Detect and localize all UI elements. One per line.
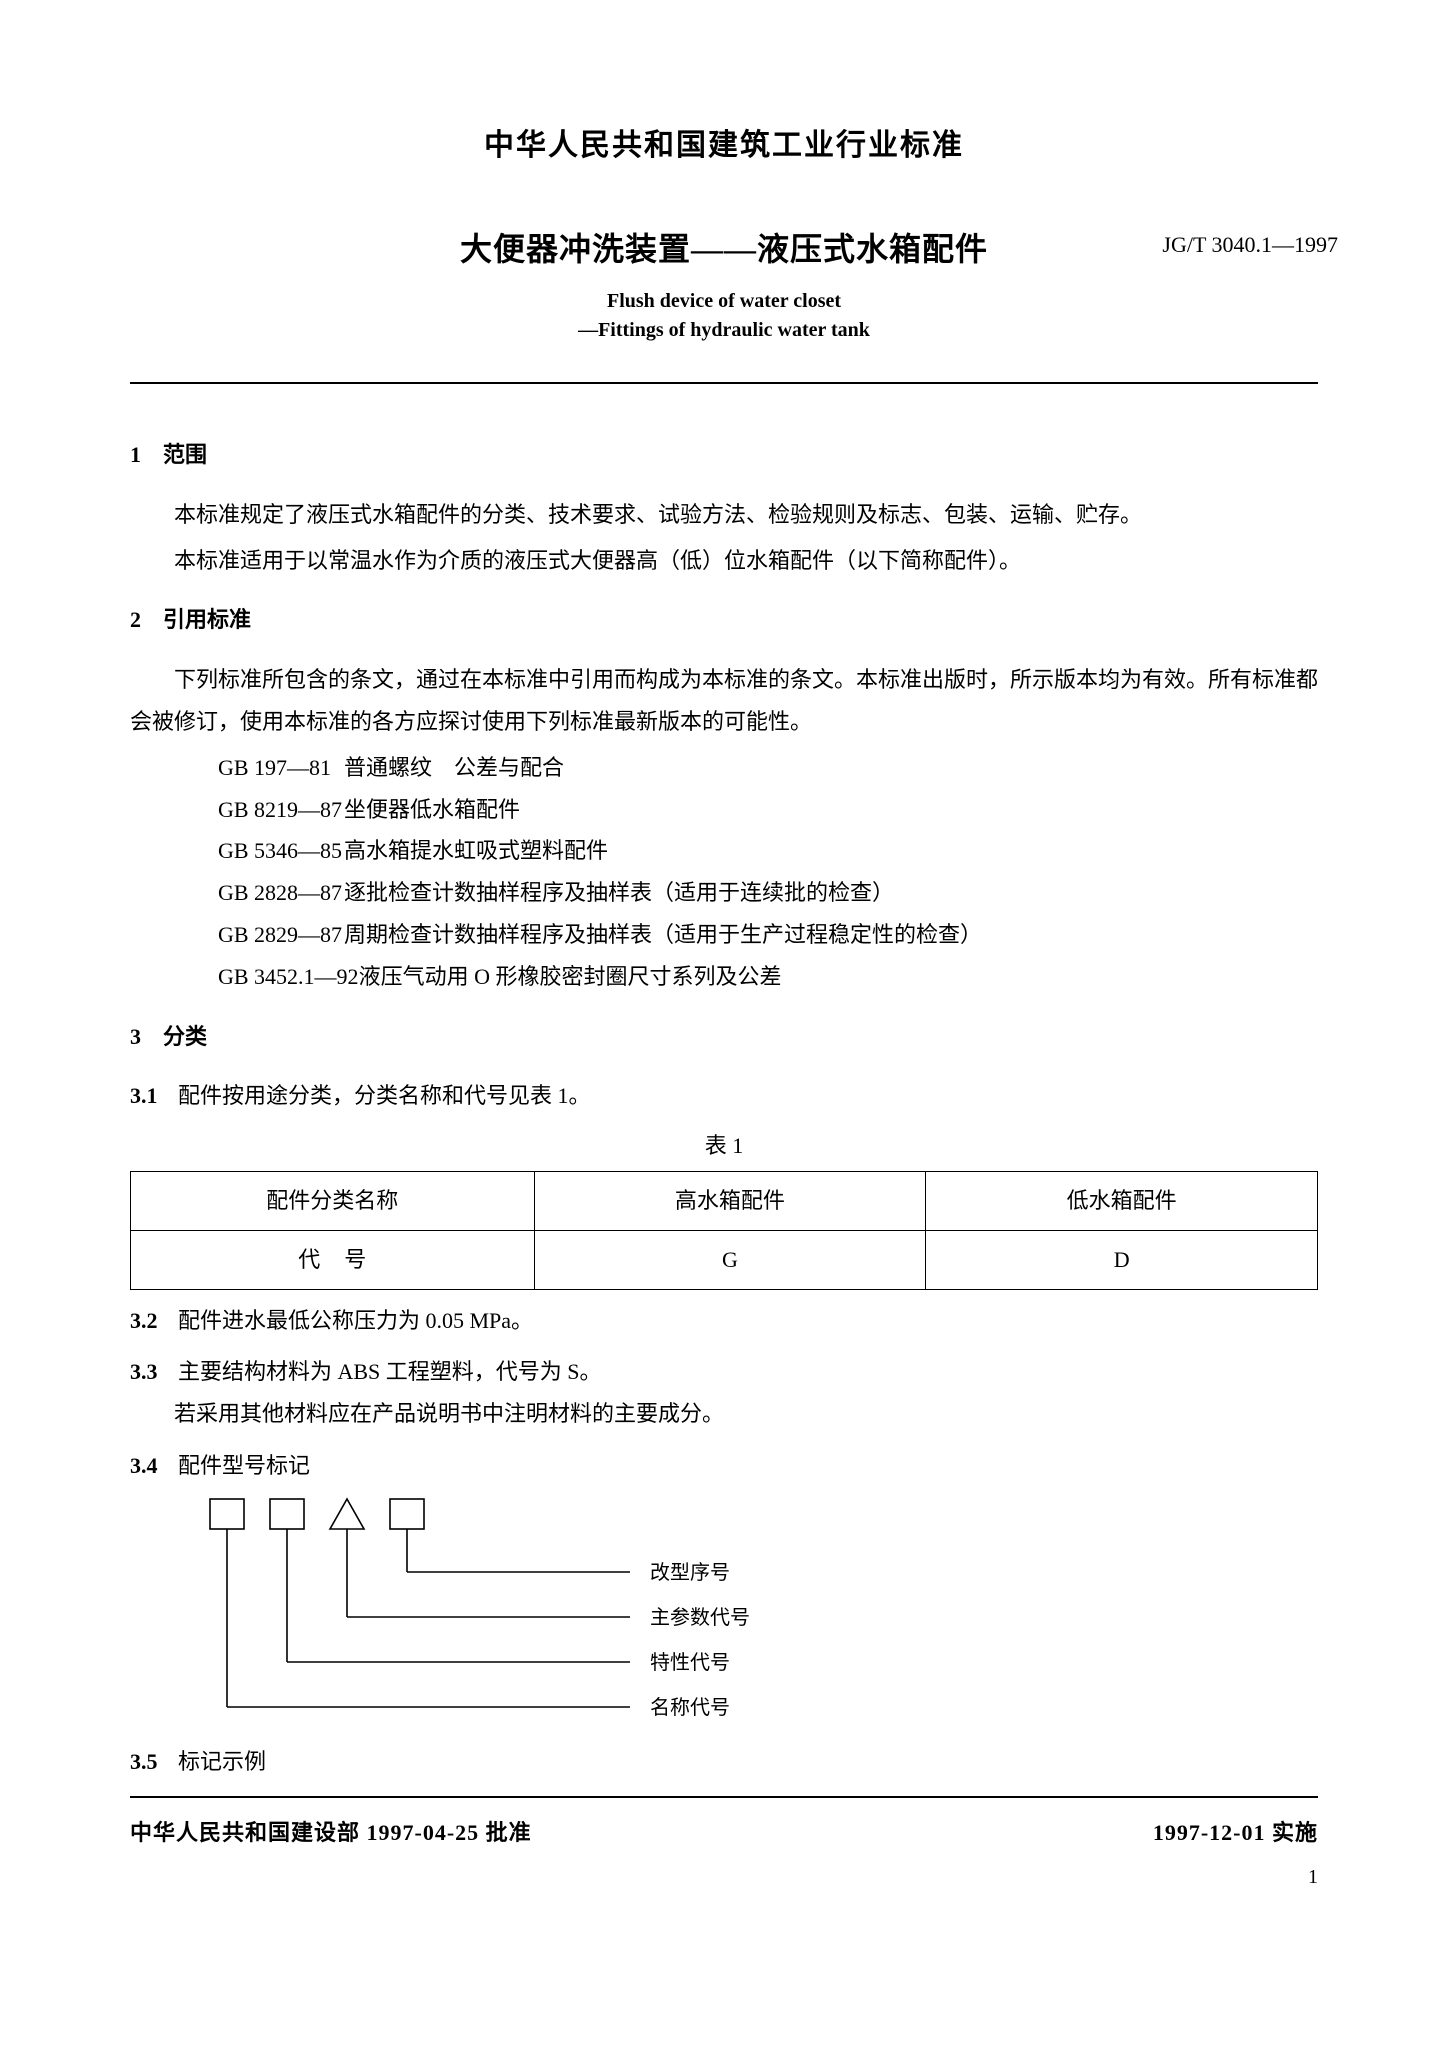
footer-right: 1997-12-01 实施 [1153, 1812, 1318, 1854]
svg-text:改型序号: 改型序号 [650, 1561, 730, 1584]
footer-divider [130, 1796, 1318, 1798]
svg-text:特性代号: 特性代号 [650, 1651, 730, 1674]
doc-title-en-2: —Fittings of hydraulic water tank [130, 319, 1318, 342]
table-1-caption: 表 1 [130, 1125, 1318, 1167]
content-body: 1 范围 本标准规定了液压式水箱配件的分类、技术要求、试验方法、检验规则及标志、… [130, 434, 1318, 1896]
doc-title-cn: 大便器冲洗装置——液压式水箱配件 [460, 224, 988, 270]
section-3-heading: 3 分类 [130, 1016, 1318, 1058]
model-code-diagram: 改型序号主参数代号特性代号名称代号 [200, 1497, 1318, 1731]
t1-r2c3: D [926, 1230, 1318, 1289]
section-2-heading: 2 引用标准 [130, 599, 1318, 641]
ref-3: GB 2828—87逐批检查计数抽样程序及抽样表（适用于连续批的检查） [130, 872, 1318, 914]
footer-left: 中华人民共和国建设部 1997-04-25 批准 [130, 1812, 532, 1854]
doc-title-en-1: Flush device of water closet [130, 290, 1318, 313]
t1-r1c1: 配件分类名称 [131, 1171, 535, 1230]
ref-5: GB 3452.1—92液压气动用 O 形橡胶密封圈尺寸系列及公差 [130, 956, 1318, 998]
section-3-3: 3.3主要结构材料为 ABS 工程塑料，代号为 S。 [130, 1351, 1318, 1393]
section-1-p1: 本标准规定了液压式水箱配件的分类、技术要求、试验方法、检验规则及标志、包装、运输… [130, 494, 1318, 536]
svg-text:主参数代号: 主参数代号 [650, 1606, 750, 1629]
table-1: 配件分类名称 高水箱配件 低水箱配件 代号 G D [130, 1171, 1318, 1290]
doc-code: JG/T 3040.1—1997 [1162, 232, 1338, 258]
t1-r1c2: 高水箱配件 [534, 1171, 926, 1230]
section-3-2: 3.2配件进水最低公称压力为 0.05 MPa。 [130, 1300, 1318, 1342]
ref-2: GB 5346—85高水箱提水虹吸式塑料配件 [130, 830, 1318, 872]
t1-r2c2: G [534, 1230, 926, 1289]
section-3-1: 3.1配件按用途分类，分类名称和代号见表 1。 [130, 1075, 1318, 1117]
divider [130, 382, 1318, 384]
page-number: 1 [130, 1858, 1318, 1896]
org-title: 中华人民共和国建筑工业行业标准 [130, 120, 1318, 164]
ref-1: GB 8219—87坐便器低水箱配件 [130, 789, 1318, 831]
section-3-4: 3.4配件型号标记 [130, 1445, 1318, 1487]
section-1-heading: 1 范围 [130, 434, 1318, 476]
ref-4: GB 2829—87周期检查计数抽样程序及抽样表（适用于生产过程稳定性的检查） [130, 914, 1318, 956]
section-3-5: 3.5标记示例 [130, 1741, 1318, 1783]
section-3-3b: 若采用其他材料应在产品说明书中注明材料的主要成分。 [130, 1393, 1318, 1435]
section-2-p1: 下列标准所包含的条文，通过在本标准中引用而构成为本标准的条文。本标准出版时，所示… [130, 659, 1318, 743]
section-1-p2: 本标准适用于以常温水作为介质的液压式大便器高（低）位水箱配件（以下简称配件）。 [130, 540, 1318, 582]
ref-0: GB 197—81普通螺纹 公差与配合 [130, 747, 1318, 789]
t1-r1c3: 低水箱配件 [926, 1171, 1318, 1230]
t1-r2c1: 代号 [131, 1230, 535, 1289]
svg-text:名称代号: 名称代号 [650, 1696, 730, 1717]
